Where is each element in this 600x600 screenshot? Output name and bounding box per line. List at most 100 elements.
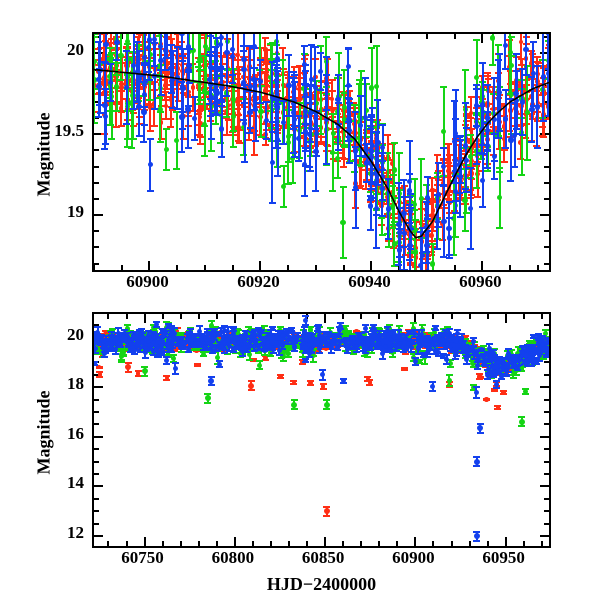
error-bar-cap: [157, 138, 165, 141]
x-minor-tick: [378, 314, 381, 319]
x-minor-tick: [288, 314, 290, 319]
error-bar-cap: [317, 136, 325, 139]
y-minor-tick: [94, 230, 99, 233]
x-minor-tick: [540, 314, 543, 319]
x-minor-tick: [522, 314, 525, 319]
x-minor-tick: [360, 541, 363, 546]
error-bar-cap: [172, 84, 180, 87]
data-point: [430, 187, 435, 193]
y-minor-tick: [94, 100, 99, 103]
x-minor-tick: [125, 314, 128, 319]
error-bar-cap: [257, 46, 265, 49]
y-major-tick: [540, 386, 549, 389]
x-minor-tick: [432, 541, 435, 546]
x-minor-tick: [197, 541, 200, 546]
error-bar-cap: [234, 59, 242, 62]
x-major-tick: [143, 537, 146, 546]
data-point: [390, 160, 395, 166]
y-minor-tick: [544, 411, 549, 413]
y-minor-tick: [544, 262, 549, 265]
y-minor-tick: [94, 149, 99, 152]
x-minor-tick: [251, 314, 254, 319]
error-bar-cap: [250, 130, 258, 133]
y-minor-tick: [544, 398, 549, 401]
error-bar-cap: [245, 139, 253, 142]
x-minor-tick: [509, 265, 512, 270]
error-bar-cap: [356, 186, 364, 189]
y-minor-tick: [94, 497, 99, 500]
x-minor-tick: [536, 265, 539, 270]
y-minor-tick: [544, 149, 549, 152]
error-bar-cap: [506, 130, 514, 133]
x-minor-tick: [360, 314, 363, 319]
y-minor-tick: [544, 510, 549, 513]
x-minor-tick: [215, 541, 218, 546]
error-bar-cap: [223, 116, 231, 119]
y-minor-tick: [544, 230, 549, 233]
x-minor-tick: [251, 541, 254, 546]
x-minor-tick: [288, 541, 290, 546]
x-minor-tick: [161, 541, 164, 546]
error-bar-cap: [206, 120, 214, 123]
x-major-tick: [481, 34, 484, 43]
y-major-tick: [94, 485, 103, 488]
x-minor-tick: [176, 265, 179, 270]
y-major-tick: [540, 535, 549, 538]
y-major-tick: [540, 133, 549, 136]
error-bar-cap: [428, 176, 436, 179]
x-major-tick: [504, 314, 507, 323]
x-minor-tick: [197, 314, 200, 319]
y-minor-tick: [544, 181, 549, 184]
x-minor-tick: [450, 314, 453, 319]
x-minor-tick: [287, 34, 290, 39]
error-bar-cap: [279, 47, 287, 50]
x-minor-tick: [306, 541, 309, 546]
x-major-tick: [370, 261, 373, 270]
x-minor-tick: [107, 541, 110, 546]
y-major-tick: [94, 214, 103, 217]
x-minor-tick: [522, 541, 525, 546]
error-bar-cap: [340, 166, 348, 169]
error-bar-cap: [223, 133, 231, 136]
bottom-panel-plot-area: [94, 314, 549, 546]
y-minor-tick: [94, 510, 99, 513]
x-minor-tick: [179, 541, 182, 546]
x-minor-tick: [396, 314, 399, 319]
data-point: [97, 372, 103, 377]
y-minor-tick: [544, 197, 549, 200]
y-minor-tick: [94, 398, 99, 401]
x-minor-tick: [540, 541, 543, 546]
x-minor-tick: [536, 34, 539, 39]
x-minor-tick: [342, 34, 345, 39]
y-minor-tick: [544, 361, 549, 364]
error-bar-cap: [474, 195, 482, 198]
y-minor-tick: [544, 448, 549, 451]
x-minor-tick: [453, 265, 456, 270]
x-major-tick: [148, 261, 151, 270]
y-major-tick: [94, 435, 103, 438]
x-major-tick: [259, 261, 262, 270]
y-minor-tick: [94, 197, 99, 200]
x-minor-tick: [203, 265, 206, 270]
error-bar-cap: [224, 119, 232, 122]
y-major-tick: [540, 435, 549, 438]
x-minor-tick: [396, 541, 399, 546]
x-minor-tick: [468, 314, 471, 319]
top-panel: [92, 32, 551, 272]
model-curve-path: [94, 68, 549, 239]
x-minor-tick: [432, 314, 435, 319]
y-minor-tick: [544, 165, 549, 168]
x-minor-tick: [453, 34, 456, 39]
x-minor-tick: [215, 314, 218, 319]
y-minor-tick: [544, 373, 549, 376]
y-minor-tick: [94, 522, 99, 525]
x-major-tick: [370, 34, 373, 43]
y-minor-tick: [544, 246, 549, 249]
data-point: [235, 52, 240, 58]
x-major-tick: [143, 314, 146, 323]
error-bar-cap: [362, 188, 370, 191]
error-bar-cap: [484, 71, 492, 74]
x-minor-tick: [425, 34, 428, 39]
x-minor-tick: [314, 265, 317, 270]
